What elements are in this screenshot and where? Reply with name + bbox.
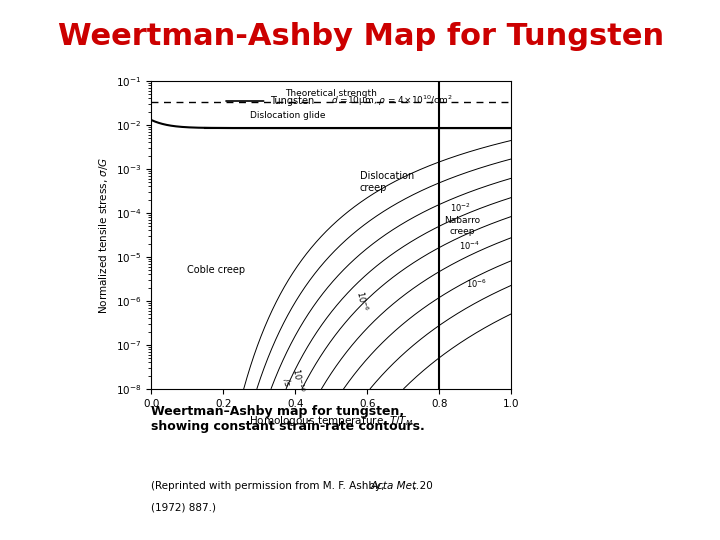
X-axis label: Homologous temperature, $T/T_M$: Homologous temperature, $T/T_M$ [249,414,413,428]
Text: Weertman-Ashby Map for Tungsten: Weertman-Ashby Map for Tungsten [58,22,664,51]
Text: $10^{-2}$: $10^{-2}$ [450,202,471,214]
Text: (1972) 887.): (1972) 887.) [151,502,216,512]
Text: Coble creep: Coble creep [187,265,246,275]
Y-axis label: Normalized tensile stress, $\sigma/G$: Normalized tensile stress, $\sigma/G$ [97,156,110,314]
Text: Dislocation glide: Dislocation glide [251,111,325,120]
Text: $10^{-10}$
/s: $10^{-10}$ /s [280,367,307,395]
Text: Weertman–Ashby map for tungsten,
showing constant strain-rate contours.: Weertman–Ashby map for tungsten, showing… [151,405,425,433]
Text: $10^{-4}$: $10^{-4}$ [459,239,480,252]
Text: Nabarro
creep: Nabarro creep [444,217,481,236]
Text: Theoretical strength: Theoretical strength [285,89,377,98]
Text: $d$ =10μm, $\rho$ = 4×10$^{10}$/cm$^2$: $d$ =10μm, $\rho$ = 4×10$^{10}$/cm$^2$ [331,94,454,108]
Text: Tungsten: Tungsten [270,96,314,106]
Text: $10^{-6}$: $10^{-6}$ [467,277,487,289]
Text: (Reprinted with permission from M. F. Ashby,: (Reprinted with permission from M. F. As… [151,481,388,491]
Text: $10^{-6}$: $10^{-6}$ [354,289,370,313]
Text: Acta Met.: Acta Met. [371,481,420,491]
Text: , 20: , 20 [413,481,432,491]
Text: Dislocation
creep: Dislocation creep [360,171,414,193]
